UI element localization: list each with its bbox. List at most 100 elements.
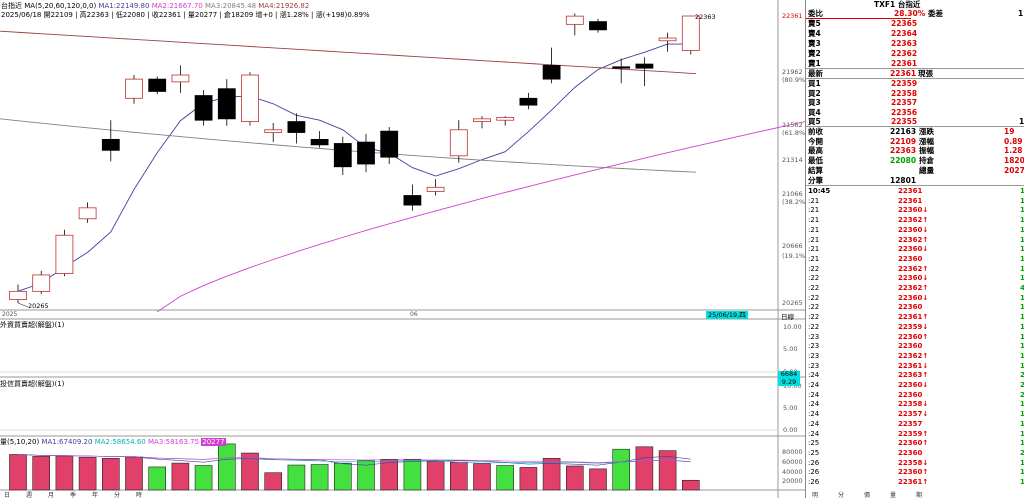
quote-panel: TXF1 台指近 委比 28.30% 委差 1 最新 22361 現張 明 分 價 量… (805, 0, 1024, 499)
bid-label: 買4 (808, 107, 821, 117)
detail-tab[interactable]: 價 (864, 492, 871, 499)
ask-row: 賣3 22363 (806, 39, 1024, 48)
price-axis-label: 21066 (782, 190, 803, 198)
vol-axis-label: 20000 (782, 477, 803, 485)
quote-sep-4 (806, 185, 1024, 186)
tick-time: :22 (808, 303, 820, 312)
ask-row: 賣1 22361 (806, 59, 1024, 68)
tick-time: :22 (808, 264, 820, 273)
period-tabs: 日週月季年分時 (0, 490, 160, 499)
tick-row: :21 22361 1 (806, 197, 1024, 206)
period-tab[interactable]: 季 (70, 492, 77, 499)
ask-label: 賣5 (808, 19, 821, 28)
tick-time: :21 (808, 254, 820, 263)
tick-price: 22362↑ (898, 284, 929, 292)
stat-row: 分筆 12801 (806, 176, 1024, 185)
tick-time: :22 (808, 313, 820, 322)
vol-ma3: MA3:58163.75 (147, 438, 200, 446)
volume-bar (473, 463, 491, 491)
detail-tab[interactable]: 期 (916, 492, 923, 499)
chart-symbol: 台指近 (1, 2, 22, 10)
bid-price: 22359 (891, 79, 918, 88)
tick-price: 22359↓ (898, 322, 929, 331)
tick-price: 22362↑ (898, 216, 929, 225)
ask-row: 賣2 22362 (806, 49, 1024, 58)
detail-tab[interactable]: 量 (890, 492, 897, 499)
x-label-month: 06 (410, 311, 418, 318)
candle-body (194, 95, 213, 121)
period-tab[interactable]: 年 (92, 492, 99, 499)
ask-label: 賣3 (808, 39, 821, 48)
candle-body (55, 234, 74, 274)
price-axis-label: 22361 (782, 12, 803, 20)
tick-time: :26 (808, 478, 820, 486)
tick-row: :21 22360↓ 1 (806, 226, 1024, 235)
tick-time: :23 (808, 351, 820, 360)
candle-body (612, 66, 631, 69)
period-tab[interactable]: 日 (4, 492, 11, 499)
ask-row: 賣5 22365 (806, 19, 1024, 28)
tick-row: :26 22360↑ 1 (806, 468, 1024, 477)
stat-value-2: 19 (1004, 127, 1015, 136)
tick-qty: 2 (1020, 390, 1024, 399)
volume-bar (55, 455, 74, 491)
chart-area[interactable]: 2236121962(80.9%)21562(61.8%)2131421066(… (0, 0, 805, 499)
tick-qty: 1 (1020, 400, 1024, 409)
ind2-box-top: 6684 (780, 370, 798, 378)
tick-price: 22357↓ (898, 410, 929, 419)
volume-bar (380, 458, 399, 491)
period-tab[interactable]: 月 (48, 492, 55, 499)
period-tab[interactable]: 時 (136, 492, 143, 499)
stat-value-2: 1.28 (1004, 146, 1023, 156)
tick-qty: 1 (1020, 410, 1024, 419)
volume-bar (333, 462, 352, 491)
stat-row: 結算 總量 2027 (806, 166, 1024, 175)
bid-label: 買3 (808, 98, 821, 107)
volume-bar (635, 446, 654, 491)
ma4-label: MA4:21926.82 (258, 2, 310, 10)
volume-bar (589, 468, 607, 491)
chart-ohlc: 開22109 | 高22363 | 低22080 | 收22361 | 量202… (43, 11, 370, 19)
tick-qty: 1 (1020, 458, 1024, 467)
tick-row: :23 22360 1 (806, 342, 1024, 351)
tick-price: 22360↑ (898, 332, 929, 341)
volume-bar (264, 472, 283, 491)
tick-time: :22 (808, 284, 820, 292)
ask-price: 22364 (891, 29, 918, 38)
stat-label: 分筆 (808, 175, 823, 185)
tick-qty: 1 (1020, 245, 1024, 254)
quote-sep-3 (806, 126, 1024, 127)
tick-qty: 1 (1020, 264, 1024, 273)
price-high-label: 22363 (695, 13, 716, 21)
tick-row: :23 22360↑ 1 (806, 333, 1024, 342)
stat-label: 今開 (808, 136, 823, 146)
detail-tab[interactable]: 分 (838, 492, 845, 499)
chart-canvas[interactable]: 2236121962(80.9%)21562(61.8%)2131421066(… (0, 0, 805, 498)
bid-price: 22356 (891, 107, 918, 117)
detail-tab[interactable]: 明 (812, 492, 819, 499)
price-axis-label: (80.9%) (782, 76, 805, 84)
tick-time: :25 (808, 448, 820, 457)
last-label: 最新 (808, 69, 823, 78)
price-axis-label: 20666 (782, 242, 803, 250)
bid-qty: 1 (1019, 117, 1024, 126)
ma4-line (0, 30, 697, 75)
period-tab[interactable]: 分 (114, 492, 121, 499)
tick-price: 22358↓ (898, 458, 929, 467)
candle-body (681, 15, 700, 51)
vol-axis-label: 60000 (782, 458, 803, 466)
tick-row: :21 22362↑ 1 (806, 216, 1024, 225)
candle-body (473, 118, 491, 122)
ind2-title: 投信買賣超(解盤)(1) (0, 380, 65, 388)
period-tab[interactable]: 週 (26, 492, 33, 499)
volume-bar (565, 465, 584, 491)
price-axis-label: 21314 (782, 156, 803, 164)
tick-price: 22363↑ (898, 371, 929, 380)
candle-body (310, 138, 329, 146)
ma3-label: MA3:20845.48 (204, 2, 257, 10)
ind2-axis-label: 5.00 (783, 404, 797, 412)
candle-body (496, 117, 515, 121)
tick-qty: 1 (1020, 206, 1024, 215)
tick-row: :24 22358↓ 1 (806, 400, 1024, 409)
tick-time: :24 (808, 390, 820, 399)
